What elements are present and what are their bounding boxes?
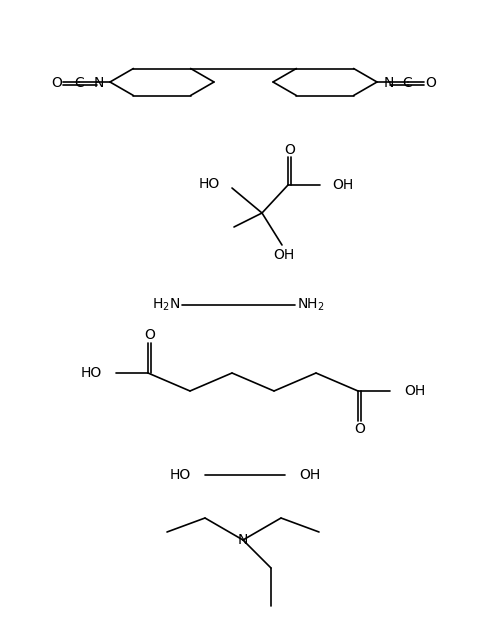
Text: NH$_2$: NH$_2$ [297, 297, 325, 313]
Text: HO: HO [199, 177, 220, 191]
Text: C: C [403, 76, 412, 91]
Text: O: O [284, 143, 295, 157]
Text: H$_2$N: H$_2$N [152, 297, 180, 313]
Text: HO: HO [81, 366, 102, 380]
Text: N: N [383, 76, 394, 91]
Text: O: O [144, 328, 155, 342]
Text: O: O [425, 76, 436, 91]
Text: HO: HO [170, 468, 191, 482]
Text: OH: OH [332, 178, 353, 192]
Text: O: O [354, 422, 365, 436]
Text: C: C [75, 76, 84, 91]
Text: O: O [51, 76, 62, 91]
Text: OH: OH [404, 384, 425, 398]
Text: N: N [93, 76, 104, 91]
Text: OH: OH [299, 468, 320, 482]
Text: N: N [238, 533, 248, 547]
Text: OH: OH [273, 248, 295, 262]
